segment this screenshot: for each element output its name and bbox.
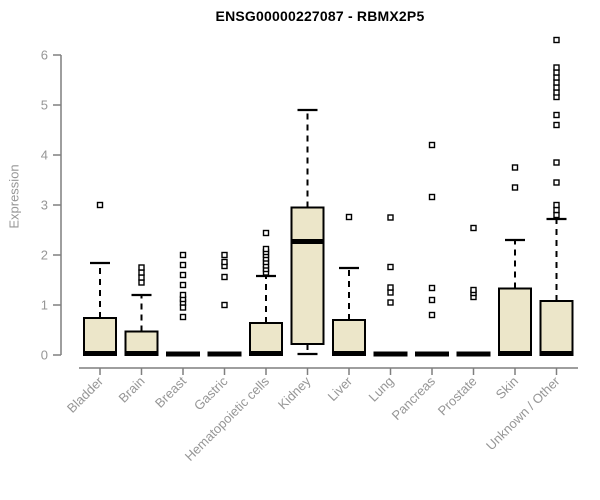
y-tick-label: 0 — [41, 348, 48, 363]
box-prostate — [456, 224, 491, 357]
box-lung — [373, 214, 408, 357]
outlier-point — [179, 261, 187, 269]
box-body — [249, 322, 283, 356]
outlier-point — [179, 304, 187, 311]
box-breast — [166, 251, 200, 357]
x-tick-label: Breast — [152, 373, 189, 410]
outlier-point — [553, 206, 560, 214]
outlier-point — [511, 184, 519, 191]
outlier-point — [553, 79, 560, 86]
x-tick-label: Kidney — [275, 373, 314, 412]
outlier-point — [553, 201, 560, 209]
outlier-point — [221, 301, 228, 309]
outlier-point — [428, 141, 436, 149]
outlier-point — [179, 251, 187, 259]
outlier-point — [138, 279, 145, 286]
y-tick-label: 6 — [41, 48, 48, 63]
box-body — [332, 319, 366, 356]
outlier-point — [345, 213, 353, 221]
outlier-point — [553, 36, 560, 44]
outlier-point — [138, 269, 145, 276]
outlier-point — [553, 74, 560, 81]
x-tick-label: Unknown / Other — [483, 373, 563, 453]
outlier-point — [179, 281, 187, 289]
outlier-point — [428, 193, 436, 201]
box-hematopoietic-cells — [249, 229, 283, 356]
box-pancreas — [415, 141, 449, 357]
outlier-point — [553, 159, 560, 166]
box-bladder — [83, 201, 117, 356]
outlier-point — [428, 296, 436, 304]
outlier-point — [387, 214, 394, 221]
y-tick-label: 5 — [41, 98, 48, 113]
outlier-point — [428, 284, 436, 292]
outlier-point — [262, 229, 270, 237]
box-unknown-other — [539, 36, 574, 356]
outlier-point — [470, 224, 477, 232]
box-body — [539, 300, 574, 356]
box-body — [83, 317, 117, 356]
outlier-point — [387, 263, 394, 271]
x-tick-label: Brain — [116, 374, 148, 406]
y-tick-label: 3 — [41, 198, 48, 213]
outlier-point — [553, 84, 560, 91]
outlier-point — [387, 284, 394, 291]
box-gastric — [207, 251, 242, 357]
outlier-point — [138, 264, 145, 271]
outlier-point — [221, 273, 228, 281]
y-tick-label: 2 — [41, 248, 48, 263]
box-kidney — [290, 108, 325, 356]
box-body — [290, 206, 325, 345]
outlier-point — [179, 271, 187, 279]
outlier-point — [553, 179, 560, 186]
x-tick-label: Bladder — [64, 373, 107, 416]
outlier-point — [470, 286, 477, 294]
box-liver — [332, 213, 366, 356]
outlier-point — [387, 289, 394, 296]
box-body — [498, 287, 532, 356]
x-tick-label: Lung — [366, 374, 397, 405]
outlier-point — [553, 111, 560, 119]
y-axis: 0 1 2 3 4 5 6 — [41, 48, 62, 363]
outlier-point — [553, 64, 560, 71]
box-skin — [498, 164, 532, 356]
outlier-point — [179, 291, 187, 299]
outlier-point — [262, 245, 270, 253]
outlier-point — [387, 299, 394, 306]
outlier-point — [511, 164, 519, 171]
y-tick-label: 1 — [41, 298, 48, 313]
box-brain — [124, 264, 159, 356]
outlier-point — [553, 211, 560, 219]
chart-title: ENSG00000227087 - RBMX2P5 — [215, 8, 425, 24]
x-tick-label: Prostate — [435, 374, 480, 419]
x-tick-label: Skin — [493, 374, 521, 402]
outlier-point — [138, 274, 145, 281]
outlier-point — [553, 121, 560, 129]
outlier-point — [96, 201, 104, 209]
x-tick-label: Liver — [325, 373, 356, 404]
y-tick-label: 4 — [41, 148, 48, 163]
x-tick-label: Pancreas — [389, 373, 439, 423]
outlier-point — [553, 69, 560, 76]
outlier-point — [221, 251, 228, 259]
outlier-point — [179, 313, 187, 321]
outlier-point — [221, 258, 228, 266]
outlier-point — [428, 311, 436, 319]
outlier-point — [553, 89, 560, 96]
x-tick-label: Gastric — [191, 373, 231, 413]
